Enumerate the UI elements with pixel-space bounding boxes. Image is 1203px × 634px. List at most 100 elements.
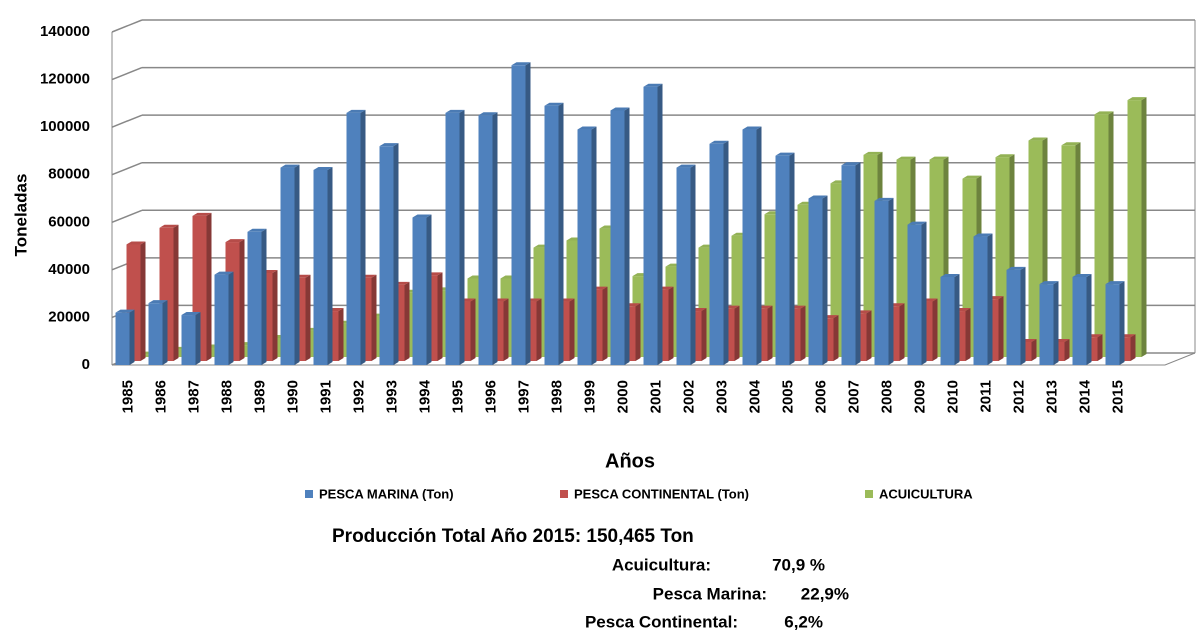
bar <box>478 115 493 365</box>
bar <box>742 129 757 365</box>
bar-side <box>129 309 135 365</box>
x-tick-label: 2009 <box>911 380 928 413</box>
bar <box>1105 284 1120 365</box>
bar-side <box>987 233 993 365</box>
x-tick-label: 1996 <box>482 380 499 413</box>
bar-side <box>1130 334 1136 361</box>
bar-side <box>657 83 663 365</box>
x-tick-label: 1998 <box>548 380 565 413</box>
bar <box>1127 100 1142 357</box>
bar-top <box>643 83 663 87</box>
bar-top <box>907 221 927 225</box>
bar-top <box>995 154 1015 158</box>
bar-top <box>1061 142 1081 146</box>
x-axis-label: Años <box>605 450 655 472</box>
bar-side <box>602 286 608 361</box>
y-tick-label: 100000 <box>40 118 90 135</box>
bar-top <box>544 102 564 106</box>
bar-side <box>173 224 179 361</box>
bar-top <box>280 164 300 168</box>
bar-side <box>668 286 674 361</box>
bar-side <box>899 303 905 361</box>
bar-side <box>954 273 960 365</box>
bar <box>346 112 361 365</box>
bar-top <box>148 300 168 304</box>
bar-top <box>181 312 201 316</box>
bar-top <box>940 273 960 277</box>
bar-top <box>115 309 135 313</box>
bar-top <box>742 126 762 130</box>
x-tick-label: 2007 <box>845 380 862 413</box>
bar <box>544 105 559 365</box>
bar <box>1072 276 1087 365</box>
y-tick-label: 20000 <box>48 308 90 325</box>
annotation: Pesca Continental: <box>585 612 738 631</box>
grid-line-side <box>111 114 143 128</box>
bar-top <box>874 197 894 201</box>
bar-side <box>965 308 971 361</box>
bar-top <box>412 214 432 218</box>
annotation: Producción Total Año 2015: 150,465 Ton <box>332 526 694 547</box>
x-tick-label: 2002 <box>680 380 697 413</box>
x-tick-label: 1994 <box>416 379 433 413</box>
bar <box>280 167 295 365</box>
bar-top <box>192 212 212 216</box>
y-tick-label: 140000 <box>40 23 90 40</box>
bar <box>412 217 427 365</box>
bar-side <box>327 166 333 365</box>
bar-top <box>676 164 696 168</box>
bar-side <box>888 197 894 365</box>
y-tick-label: 120000 <box>40 71 90 88</box>
bar-side <box>371 274 377 361</box>
bar-top <box>511 62 531 66</box>
bar-side <box>470 298 476 361</box>
bar-side <box>701 308 707 361</box>
bar-side <box>1020 266 1026 365</box>
bar <box>676 167 691 365</box>
annotation: Pesca Marina: <box>653 584 767 603</box>
bar-side <box>162 300 168 365</box>
bar-top <box>841 162 861 166</box>
bar-side <box>261 228 267 365</box>
bar-side <box>360 109 366 365</box>
bar <box>610 110 625 365</box>
bar-top <box>962 175 982 179</box>
y-tick-label: 60000 <box>48 213 90 230</box>
bar <box>379 146 394 365</box>
bar-side <box>921 221 927 365</box>
legend-label: ACUICULTURA <box>879 486 973 501</box>
bar <box>973 236 988 365</box>
bar-side <box>1097 334 1103 361</box>
x-tick-label: 1992 <box>350 380 367 413</box>
bar-side <box>756 126 762 366</box>
bar <box>863 154 878 357</box>
bar-side <box>690 164 696 365</box>
bar <box>1039 284 1054 365</box>
bar-side <box>228 271 234 365</box>
bar <box>808 198 823 365</box>
bar-side <box>1086 273 1092 365</box>
grid-line-side <box>111 66 143 81</box>
bar-side <box>459 109 465 365</box>
bar-side <box>789 152 795 365</box>
bar-side <box>239 239 245 361</box>
bar-top <box>775 152 795 156</box>
bar-side <box>492 112 498 365</box>
annotation: 22,9% <box>801 584 849 603</box>
bar-side <box>1141 97 1147 357</box>
bar-side <box>272 269 278 361</box>
bar-top <box>1105 281 1125 285</box>
bar-top <box>1028 137 1048 141</box>
bar-top <box>346 109 366 113</box>
bar-top <box>478 112 498 116</box>
bar <box>511 65 526 366</box>
grid-line-side <box>111 162 143 176</box>
x-tick-label: 1999 <box>581 380 598 413</box>
x-tick-label: 2011 <box>977 380 994 413</box>
bar-side <box>503 298 509 361</box>
x-tick-label: 2008 <box>878 380 895 413</box>
legend-swatch <box>865 490 873 498</box>
bar <box>643 86 658 365</box>
x-tick-label: 2003 <box>713 380 730 413</box>
bar-top <box>610 107 630 111</box>
